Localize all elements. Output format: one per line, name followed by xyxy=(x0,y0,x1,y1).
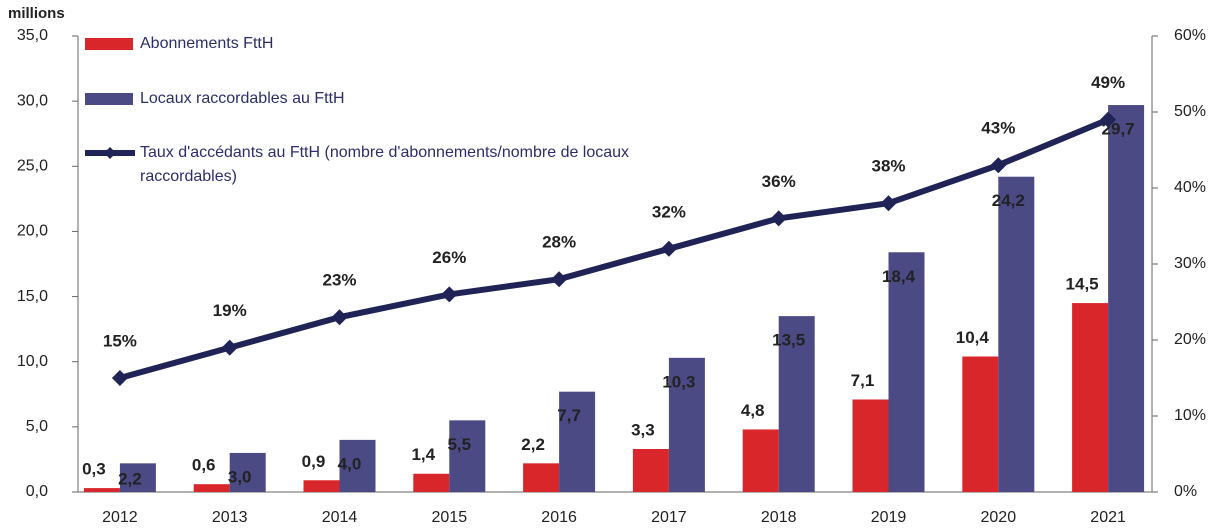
bar xyxy=(778,316,815,492)
y2-tick-label: 40% xyxy=(1174,179,1206,196)
value-label: 0,9 xyxy=(302,452,326,471)
x-tick-label: 2020 xyxy=(981,509,1017,526)
value-label: 32% xyxy=(652,202,686,221)
y-tick-label: 5,0 xyxy=(26,418,48,435)
marker xyxy=(551,271,568,288)
x-tick-label: 2016 xyxy=(541,509,577,526)
value-label: 7,7 xyxy=(557,406,581,425)
y-tick-label: 30,0 xyxy=(17,92,48,109)
marker xyxy=(990,157,1007,174)
bar xyxy=(229,452,266,492)
value-label: 38% xyxy=(871,157,905,176)
bar xyxy=(742,429,779,492)
value-label: 13,5 xyxy=(772,331,805,350)
y2-tick-label: 10% xyxy=(1174,407,1206,424)
value-label: 15% xyxy=(103,331,137,350)
value-label: 10,3 xyxy=(662,372,695,391)
y2-tick-label: 50% xyxy=(1174,103,1206,120)
value-label: 1,4 xyxy=(411,445,435,464)
value-label: 2,2 xyxy=(521,435,545,454)
legend-swatch xyxy=(85,38,133,50)
bar xyxy=(523,463,560,492)
value-label: 2,2 xyxy=(118,469,142,488)
legend-marker xyxy=(104,147,116,159)
bar xyxy=(1108,105,1145,493)
x-tick-label: 2021 xyxy=(1090,509,1126,526)
value-label: 0,6 xyxy=(192,456,216,475)
x-tick-label: 2018 xyxy=(761,509,797,526)
bar xyxy=(339,439,376,492)
bar xyxy=(303,480,340,492)
value-label: 36% xyxy=(762,172,796,191)
marker xyxy=(770,210,787,227)
marker xyxy=(441,286,458,303)
value-label: 19% xyxy=(213,301,247,320)
value-label: 18,4 xyxy=(882,267,916,286)
bar xyxy=(1072,303,1109,492)
bar xyxy=(668,357,705,492)
value-label: 0,3 xyxy=(82,460,106,479)
value-label: 23% xyxy=(322,271,356,290)
x-tick-label: 2013 xyxy=(212,509,248,526)
marker xyxy=(111,370,128,386)
value-label: 24,2 xyxy=(992,191,1025,210)
value-label: 5,5 xyxy=(447,435,471,454)
marker xyxy=(880,195,897,212)
x-tick-label: 2012 xyxy=(102,509,138,526)
y-tick-label: 10,0 xyxy=(17,353,48,370)
bar xyxy=(888,252,925,492)
value-label: 3,0 xyxy=(228,467,252,486)
marker xyxy=(331,309,348,326)
bar xyxy=(962,356,999,492)
bar xyxy=(83,488,120,492)
y-tick-label: 35,0 xyxy=(17,27,48,44)
y-tick-label: 20,0 xyxy=(17,223,48,240)
marker xyxy=(660,240,677,257)
bar xyxy=(413,473,450,492)
marker xyxy=(221,339,238,356)
value-label: 7,1 xyxy=(851,371,875,390)
bar xyxy=(632,449,669,492)
value-label: 26% xyxy=(432,248,466,267)
y2-tick-label: 30% xyxy=(1174,255,1206,272)
bar xyxy=(119,463,156,492)
value-label: 3,3 xyxy=(631,420,655,439)
y2-tick-label: 20% xyxy=(1174,331,1206,348)
bar xyxy=(193,484,230,492)
value-label: 49% xyxy=(1091,73,1125,92)
legend-label: Taux d'accédants au FttH (nombre d'abonn… xyxy=(140,144,630,185)
legend-swatch xyxy=(85,93,133,105)
y2-tick-label: 0% xyxy=(1174,483,1197,500)
marker xyxy=(1100,111,1117,128)
y-tick-label: 0,0 xyxy=(26,483,48,500)
bar xyxy=(852,399,889,492)
y-tick-label: 15,0 xyxy=(17,288,48,305)
bar xyxy=(559,391,596,492)
line xyxy=(119,116,1110,381)
x-tick-label: 2014 xyxy=(322,509,358,526)
x-tick-label: 2017 xyxy=(651,509,687,526)
bar xyxy=(449,420,486,492)
y-tick-label: 25,0 xyxy=(17,158,48,175)
bar xyxy=(998,176,1035,493)
legend-label: Abonnements FttH xyxy=(140,35,274,52)
value-label: 10,4 xyxy=(956,328,990,347)
value-label: 28% xyxy=(542,233,576,252)
legend-label: Locaux raccordables au FttH xyxy=(140,90,345,107)
value-label: 14,5 xyxy=(1066,275,1099,294)
x-tick-label: 2015 xyxy=(432,509,468,526)
x-tick-label: 2019 xyxy=(871,509,907,526)
y-axis-label: millions xyxy=(8,5,65,22)
value-label: 4,8 xyxy=(741,401,765,420)
value-label: 43% xyxy=(981,119,1015,138)
y2-tick-label: 60% xyxy=(1174,27,1206,44)
value-label: 4,0 xyxy=(338,454,362,473)
